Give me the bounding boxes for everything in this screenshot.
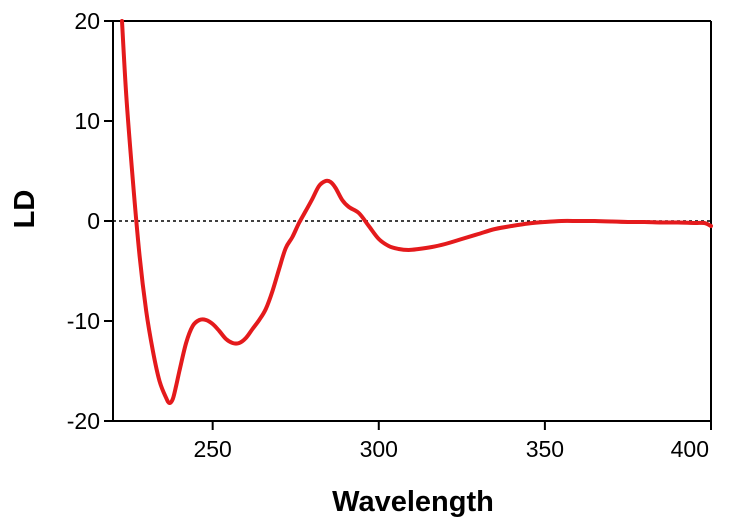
x-axis-ticks: 250 300 350 400 — [193, 421, 712, 462]
x-tick-label: 300 — [360, 436, 398, 462]
x-tick-label: 350 — [526, 436, 564, 462]
y-tick-label: 0 — [87, 208, 100, 234]
y-axis-ticks: 20 10 0 -10 -20 — [67, 8, 113, 434]
y-tick-label: -20 — [67, 408, 100, 434]
y-tick-label: 20 — [74, 8, 100, 34]
x-tick-label: 250 — [193, 436, 231, 462]
y-tick-label: -10 — [67, 308, 100, 334]
y-axis-title: LD — [9, 190, 41, 229]
ld-series-line — [120, 19, 713, 406]
x-axis-title: Wavelength — [332, 486, 494, 518]
x-tick-label: 400 — [671, 436, 709, 462]
y-tick-label: 10 — [74, 108, 100, 134]
